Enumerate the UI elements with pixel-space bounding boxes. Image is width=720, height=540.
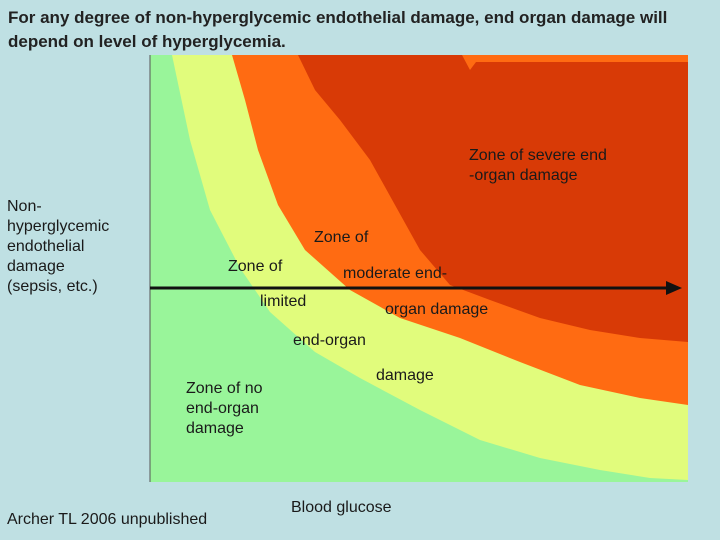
zone-moderate-label-line2: moderate end- [343, 265, 448, 282]
x-axis-label: Blood glucose [291, 499, 392, 516]
zone-severe-label: Zone of severe end -organ damage [469, 147, 607, 184]
zone-limited-label-line2: limited [260, 293, 307, 310]
zone-severe-band [298, 55, 688, 342]
citation: Archer TL 2006 unpublished [7, 511, 208, 528]
zone-limited-label-line3: end-organ [293, 332, 366, 349]
x-axis-arrowhead [666, 281, 682, 295]
zone-moderate-label-line1: Zone of [314, 229, 369, 246]
zone-limited-label-line4: damage [376, 367, 434, 384]
zone-no-damage-label: Zone of no end-organ damage [186, 380, 263, 437]
y-axis-label: Non- hyperglycemic endothelial damage (s… [7, 198, 110, 295]
zone-moderate-label-line3: organ damage [385, 301, 489, 318]
page-title: For any degree of non-hyperglycemic endo… [8, 8, 668, 51]
zone-limited-label-line1: Zone of [228, 258, 283, 275]
